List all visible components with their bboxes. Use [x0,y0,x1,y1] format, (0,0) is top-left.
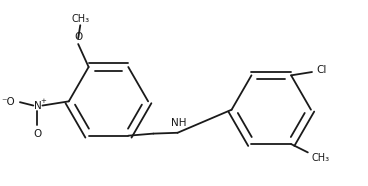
Text: CH₃: CH₃ [312,153,330,163]
Text: O: O [74,32,82,42]
Text: +: + [40,98,46,104]
Text: O: O [33,129,42,139]
Text: ⁻O: ⁻O [1,97,15,107]
Text: NH: NH [171,118,186,128]
Text: Cl: Cl [316,65,326,75]
Text: N: N [33,100,41,110]
Text: CH₃: CH₃ [71,14,89,24]
